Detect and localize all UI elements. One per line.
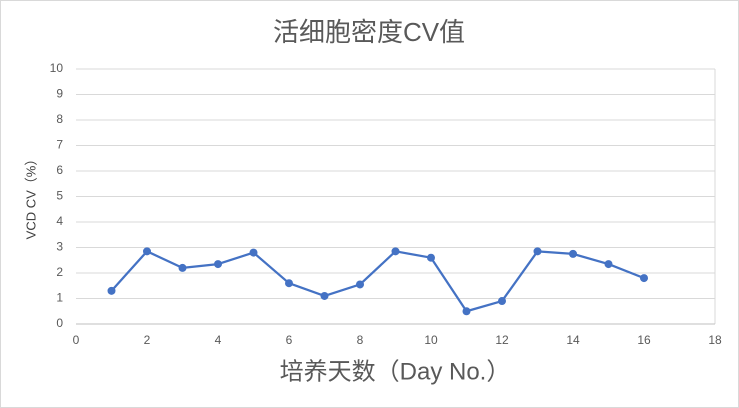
data-point [143,247,151,256]
y-tick-label: 0 [56,316,63,330]
data-point [356,280,364,289]
y-tick-label: 1 [56,291,63,305]
x-tick-label: 2 [144,333,151,347]
chart-title: 活细胞密度CV值 [273,17,465,47]
y-tick-label: 7 [56,138,63,152]
data-point [533,247,542,256]
y-tick-label: 2 [56,265,63,279]
y-tick-label: 10 [50,61,64,75]
x-axis-title: 培养天数（Day No.） [280,358,511,385]
x-tick-label: 6 [286,333,293,347]
y-tick-label: 5 [56,189,63,203]
data-point [320,291,329,300]
data-point [391,247,400,256]
data-point [214,260,222,269]
data-point [249,248,258,257]
y-tick-label: 6 [56,163,63,177]
data-point [178,263,187,272]
x-tick-label: 4 [215,333,222,347]
x-tick-label: 18 [708,333,722,347]
data-point [462,307,471,316]
data-point [498,297,506,306]
data-point [604,260,613,269]
data-point [569,249,577,258]
y-tick-label: 3 [56,240,63,254]
x-tick-label: 10 [424,333,438,347]
y-tick-label: 9 [56,87,63,101]
series-line [110,250,645,313]
x-tick-label: 8 [357,333,364,347]
x-tick-label: 14 [566,333,580,347]
data-point [640,274,648,283]
y-axis-title: VCD CV（%） [23,153,38,240]
x-tick-label: 12 [495,333,509,347]
data-point [285,279,293,288]
y-tick-label: 4 [56,214,63,228]
data-point [107,286,116,295]
data-point [427,253,435,262]
x-tick-label: 0 [73,333,80,347]
y-tick-label: 8 [56,112,63,126]
x-tick-label: 16 [637,333,651,347]
